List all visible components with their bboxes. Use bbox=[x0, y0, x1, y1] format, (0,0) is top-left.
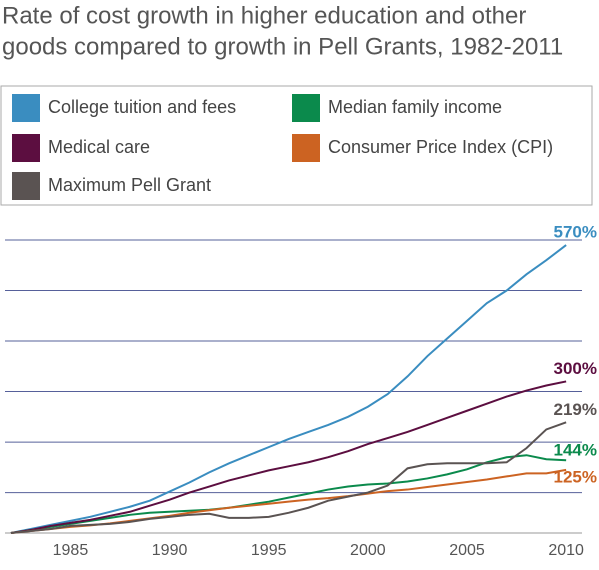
end-label: 219% bbox=[554, 400, 597, 419]
x-tick-label: 1990 bbox=[152, 542, 188, 559]
legend-label: Median family income bbox=[328, 97, 502, 117]
series-line bbox=[10, 244, 567, 534]
series-line bbox=[10, 380, 567, 534]
legend-label: Medical care bbox=[48, 137, 150, 157]
legend-swatch bbox=[12, 134, 40, 162]
x-tick-label: 2000 bbox=[350, 542, 386, 559]
x-tick-label: 2005 bbox=[449, 542, 485, 559]
legend-swatch bbox=[12, 94, 40, 122]
series-line bbox=[10, 421, 567, 534]
end-label: 570% bbox=[554, 223, 597, 242]
chart-title: Rate of cost growth in higher education … bbox=[2, 2, 526, 29]
series-line bbox=[10, 454, 567, 534]
chart-title: goods compared to growth in Pell Grants,… bbox=[2, 33, 563, 60]
end-label: 144% bbox=[554, 441, 597, 460]
legend-label: Maximum Pell Grant bbox=[48, 175, 211, 195]
end-label: 125% bbox=[554, 467, 597, 486]
x-tick-label: 1995 bbox=[251, 542, 287, 559]
legend-swatch bbox=[292, 94, 320, 122]
legend-swatch bbox=[12, 172, 40, 200]
legend-label: Consumer Price Index (CPI) bbox=[328, 137, 553, 157]
x-tick-label: 1985 bbox=[53, 542, 89, 559]
end-label: 300% bbox=[554, 359, 597, 378]
series-line bbox=[10, 468, 567, 534]
legend-box bbox=[0, 85, 593, 206]
legend-swatch bbox=[292, 134, 320, 162]
x-tick-label: 2010 bbox=[548, 542, 584, 559]
legend-label: College tuition and fees bbox=[48, 97, 236, 117]
